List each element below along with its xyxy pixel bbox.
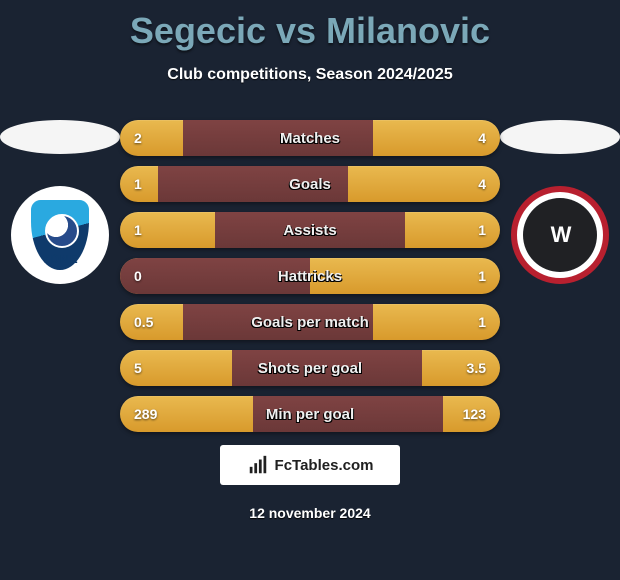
brand-badge[interactable]: FcTables.com	[220, 445, 400, 485]
stat-value-right: 4	[440, 130, 500, 146]
stat-label: Goals	[180, 176, 440, 193]
right-badge-inner: W	[523, 198, 597, 272]
stat-row: 1Assists1	[120, 212, 500, 248]
stat-value-left: 0	[120, 268, 180, 284]
stat-value-left: 2	[120, 130, 180, 146]
stat-value-left: 5	[120, 360, 180, 376]
subtitle: Club competitions, Season 2024/2025	[0, 66, 620, 84]
stat-row: 1Goals4	[120, 166, 500, 202]
stat-value-left: 1	[120, 176, 180, 192]
stat-value-right: 4	[440, 176, 500, 192]
stats-container: 2Matches41Goals41Assists10Hattricks10.5G…	[120, 120, 500, 442]
stat-row: 289Min per goal123	[120, 396, 500, 432]
date-label: 12 november 2024	[0, 505, 620, 521]
stat-value-right: 1	[440, 222, 500, 238]
right-player-meta: W	[500, 120, 620, 284]
stat-label: Shots per goal	[180, 360, 440, 377]
chart-icon	[247, 454, 269, 476]
right-club-badge: W	[511, 186, 609, 284]
stat-row: 0Hattricks1	[120, 258, 500, 294]
stat-label: Assists	[180, 222, 440, 239]
left-club-badge: YDNE	[11, 186, 109, 284]
stat-row: 5Shots per goal3.5	[120, 350, 500, 386]
stat-value-right: 3.5	[440, 360, 500, 376]
left-player-meta: YDNE	[0, 120, 120, 284]
left-badge-text: YDNE	[11, 252, 109, 266]
stat-value-left: 1	[120, 222, 180, 238]
stat-value-right: 123	[440, 406, 500, 422]
stat-label: Goals per match	[180, 314, 440, 331]
stat-value-left: 289	[120, 406, 180, 422]
page-title: Segecic vs Milanovic	[0, 0, 620, 52]
stat-label: Matches	[180, 130, 440, 147]
wsw-icon: W	[551, 222, 570, 248]
stat-label: Hattricks	[180, 268, 440, 285]
stat-value-right: 1	[440, 268, 500, 284]
stat-label: Min per goal	[180, 406, 440, 423]
stat-value-right: 1	[440, 314, 500, 330]
right-ellipse	[500, 120, 620, 154]
left-ellipse	[0, 120, 120, 154]
stat-row: 0.5Goals per match1	[120, 304, 500, 340]
stat-row: 2Matches4	[120, 120, 500, 156]
stat-value-left: 0.5	[120, 314, 180, 330]
brand-text: FcTables.com	[275, 457, 374, 474]
